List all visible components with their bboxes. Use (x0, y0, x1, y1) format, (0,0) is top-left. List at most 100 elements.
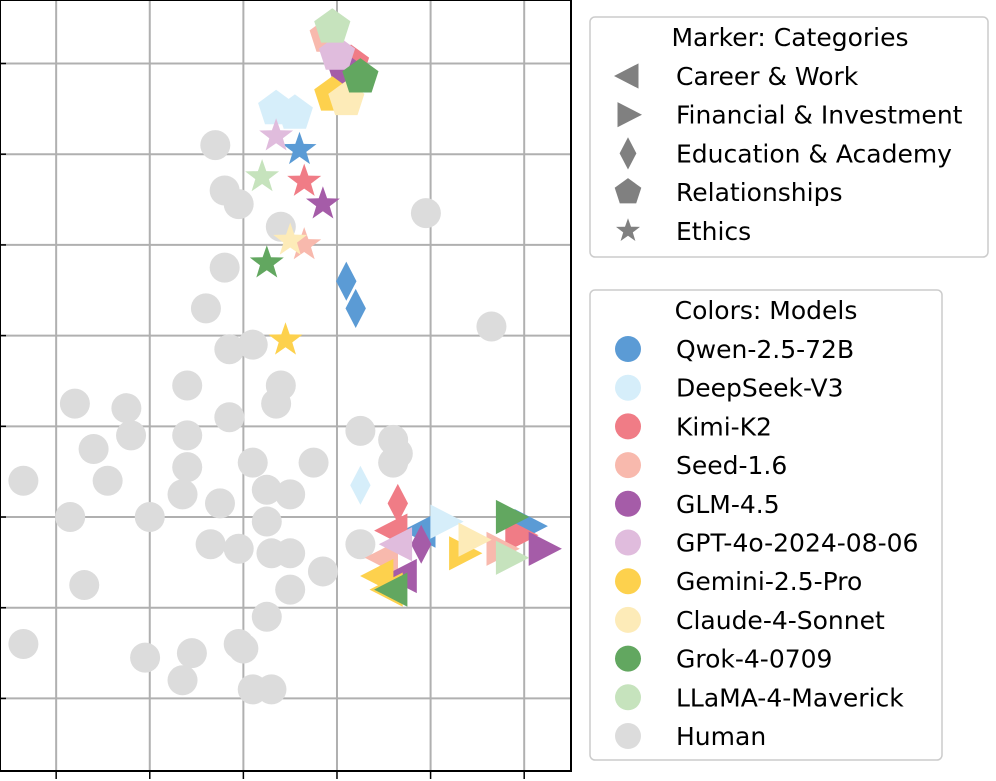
human-point (172, 370, 203, 401)
human-point (251, 474, 282, 505)
color-legend-swatch (615, 645, 641, 672)
color-legend-swatch (615, 490, 641, 517)
human-points (8, 130, 507, 705)
human-point (59, 388, 90, 419)
human-point (261, 388, 292, 419)
color-legend-box (589, 289, 943, 761)
human-point (55, 502, 86, 533)
model-point (505, 518, 539, 553)
human-point (209, 252, 240, 283)
marker-legend-label: Education & Academy (676, 139, 952, 168)
human-point (172, 420, 203, 451)
human-point (237, 329, 268, 360)
color-legend-swatch (615, 568, 641, 595)
marker-legend-symbol (616, 218, 640, 241)
color-legend-label: DeepSeek-V3 (676, 374, 844, 403)
model-point (387, 483, 408, 523)
human-point (8, 629, 39, 660)
human-point (190, 293, 221, 324)
model-point (528, 531, 562, 566)
model-point (287, 163, 322, 196)
model-point (273, 222, 308, 255)
human-point (69, 570, 100, 601)
human-point (78, 433, 109, 464)
human-point (345, 529, 376, 560)
plot-frame (0, 0, 572, 772)
model-point (249, 245, 284, 278)
marker-legend-label: Career & Work (676, 62, 859, 91)
human-point (111, 393, 142, 424)
color-legend-swatch (615, 529, 641, 556)
marker-legend-box (589, 16, 989, 258)
model-point (374, 572, 408, 607)
color-legend-title: Colors: Models (675, 296, 858, 325)
model-point (306, 186, 340, 219)
human-point (172, 452, 203, 483)
color-legend-swatch (615, 684, 641, 711)
marker-legend-title: Marker: Categories (671, 23, 908, 52)
color-legend-label: LLaMA-4-Maverick (676, 683, 904, 712)
color-legend-label: Kimi-K2 (676, 412, 772, 441)
human-point (275, 538, 306, 569)
human-point (223, 533, 254, 564)
human-point (256, 674, 287, 705)
human-point (307, 556, 338, 587)
model-point (276, 94, 313, 129)
model-point (345, 288, 366, 328)
model-point (411, 524, 432, 564)
human-point (275, 574, 306, 605)
human-point (237, 447, 268, 478)
color-legend-label: Claude-4-Sonnet (676, 606, 885, 635)
marker-legend-label: Financial & Investment (676, 101, 963, 130)
model-point (350, 465, 371, 505)
model-point (318, 35, 356, 70)
human-point (176, 638, 207, 669)
human-point (116, 420, 147, 451)
model-point (449, 536, 483, 571)
marker-legend-entries: Career & Work Financial & Investment Educa… (614, 62, 963, 246)
model-point (314, 8, 351, 43)
human-point (92, 465, 123, 496)
marker-legend-symbol (614, 63, 639, 89)
human-point (167, 479, 198, 510)
model-point (378, 527, 413, 562)
marker-legend-label: Ethics (676, 217, 751, 246)
color-legend-label: Gemini-2.5-Pro (676, 567, 862, 596)
model-point (245, 159, 280, 192)
model-points (245, 8, 562, 607)
human-point (204, 488, 235, 519)
color-legend-swatch (615, 374, 641, 401)
color-legend: Colors: Models Qwen-2.5-72B DeepSeek-V3 Ki… (589, 289, 943, 761)
model-point (259, 118, 294, 151)
human-point (345, 415, 376, 446)
color-legend-label: Human (676, 722, 766, 751)
human-point (251, 506, 282, 537)
color-legend-label: GPT-4o-2024-08-06 (676, 529, 918, 558)
marker-legend-label: Relationships (676, 178, 843, 207)
model-point (495, 499, 530, 535)
human-point (223, 189, 254, 220)
marker-legend-symbol (619, 137, 637, 170)
human-point (167, 665, 198, 696)
color-legend-swatch (615, 452, 641, 479)
color-legend-label: Grok-4-0709 (676, 645, 832, 674)
marker-legend: Marker: Categories Career & Work Financia… (589, 16, 989, 258)
color-legend-swatch (615, 336, 641, 362)
human-point (228, 633, 259, 664)
color-legend-swatch (615, 606, 641, 633)
model-point (495, 540, 530, 575)
human-point (130, 642, 161, 673)
model-point (268, 322, 303, 355)
model-point (342, 58, 379, 93)
human-point (410, 198, 441, 229)
human-point (476, 311, 507, 342)
color-legend-entries: Qwen-2.5-72B DeepSeek-V3 Kimi-K2 Seed-1.6 GL… (615, 335, 918, 751)
marker-legend-symbol (614, 178, 642, 204)
human-point (275, 479, 306, 510)
color-legend-swatch (615, 723, 641, 749)
marker-legend-symbol (617, 102, 642, 128)
color-legend-swatch (615, 413, 641, 440)
human-point (378, 447, 409, 478)
human-point (200, 130, 231, 161)
